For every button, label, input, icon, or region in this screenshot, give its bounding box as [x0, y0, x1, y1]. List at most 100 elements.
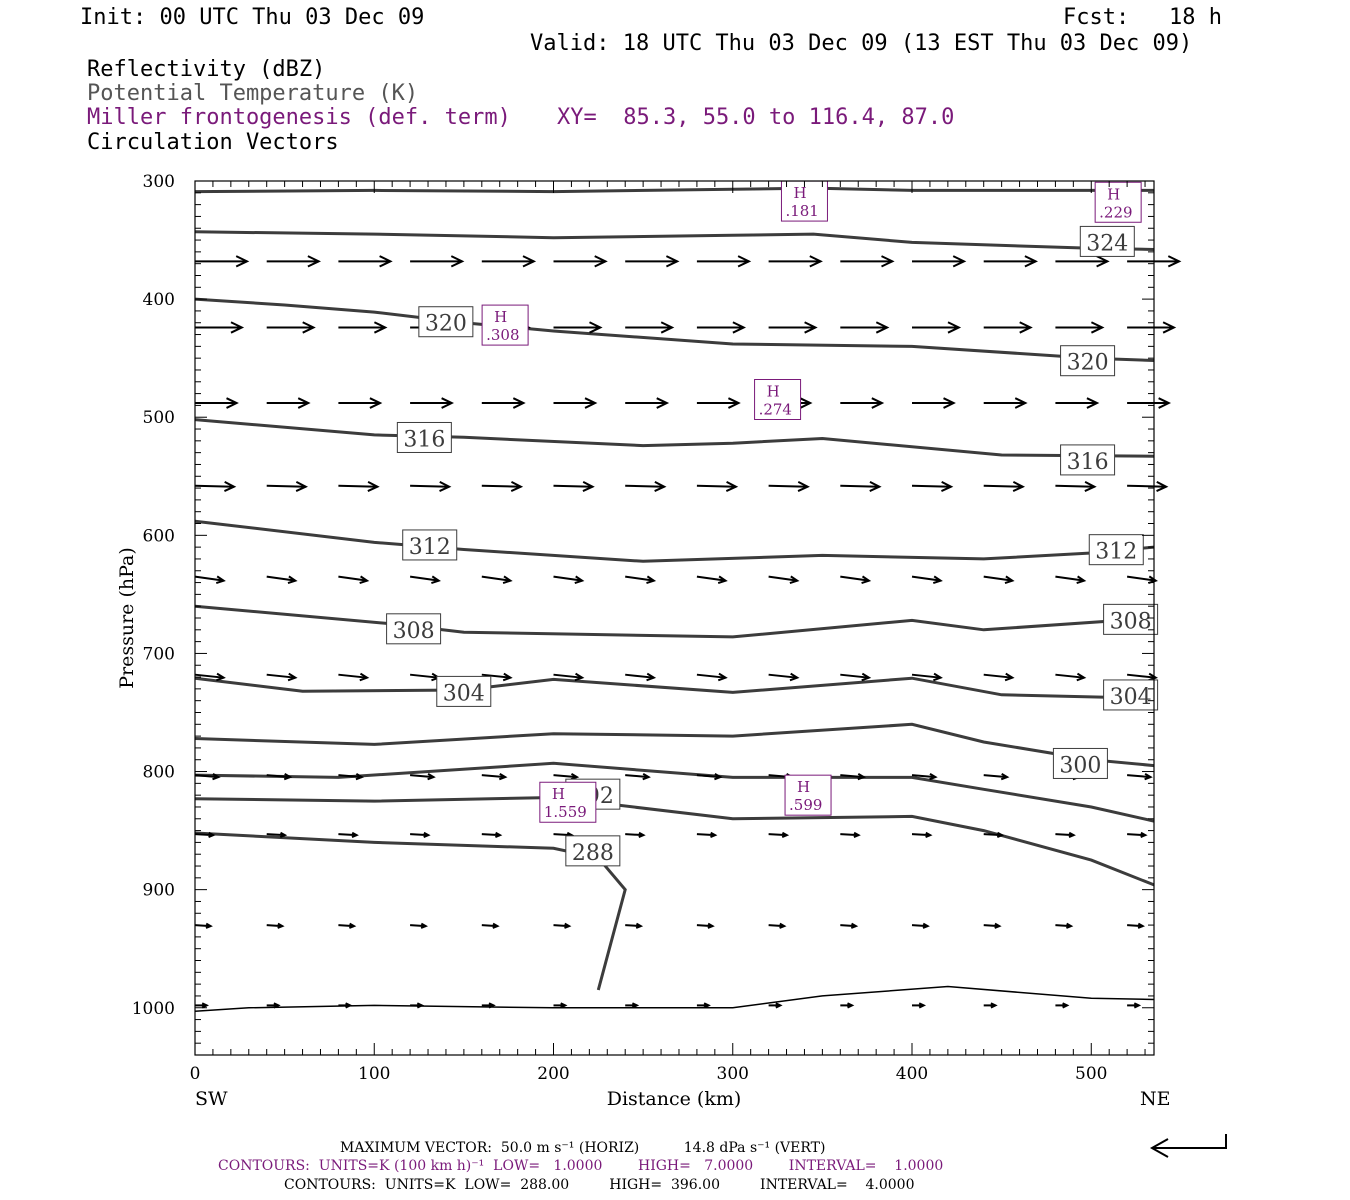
vector-shaft: [553, 774, 577, 779]
contour-label-box: [396, 421, 452, 453]
vector-shaft: [625, 575, 654, 582]
vector-head: [1096, 255, 1110, 268]
vector-arrow: [338, 481, 380, 492]
vector-head: [492, 922, 500, 929]
vector-arrow: [1127, 481, 1169, 492]
x-tick-label: 0: [190, 1064, 201, 1084]
vector-head: [1162, 321, 1177, 334]
vector-shaft: [481, 673, 511, 679]
vector-arrow: [481, 481, 524, 492]
vector-shaft: [481, 833, 501, 837]
vector-shaft: [983, 833, 1002, 837]
x-end-label-sw: SW: [195, 1088, 228, 1110]
maximum-marker: H: [494, 308, 507, 326]
vector-arrow: [553, 481, 595, 492]
vector-arrow: [194, 481, 237, 492]
vector-arrow: [911, 773, 938, 781]
vector-arrow: [768, 1002, 783, 1009]
vector-arrow: [410, 1002, 425, 1009]
vector-head: [1014, 397, 1028, 409]
theta-contour: [194, 604, 1155, 639]
vector-head: [775, 1002, 783, 1009]
contour-label: 300: [1052, 747, 1108, 779]
maximum-box: [754, 379, 802, 420]
vector-arrow: [338, 922, 357, 929]
vector-arrow: [696, 397, 741, 409]
vector-head: [1076, 672, 1087, 682]
vector-head: [297, 397, 311, 409]
field-theta: Potential Temperature (K): [87, 81, 419, 106]
vector-arrow: [625, 672, 657, 682]
vector-head: [656, 397, 670, 409]
vector-head: [850, 922, 859, 929]
vector-arrow: [481, 922, 500, 929]
vector-arrow: [266, 481, 308, 492]
vector-shaft: [625, 484, 665, 488]
vector-head: [717, 672, 728, 682]
contour-label-text: 320: [1067, 351, 1109, 376]
vector-arrow: [481, 831, 503, 838]
frontogenesis-maximum: H.599: [784, 774, 832, 816]
contour-labels: 3243203203163163123123083083043043002922…: [386, 225, 1159, 867]
vector-head: [420, 922, 428, 929]
vector-arrow: [911, 481, 954, 492]
vector-arrow: [410, 922, 428, 929]
vector-arrow: [1127, 321, 1177, 334]
contour-label-box: [565, 835, 621, 867]
contour-label: 316: [1060, 444, 1116, 476]
vector-head: [1066, 922, 1074, 929]
vector-arrow: [840, 575, 872, 584]
maximum-marker: H: [797, 778, 810, 796]
vector-arrow: [481, 255, 537, 268]
vector-shaft: [696, 924, 713, 928]
vector-head: [379, 255, 393, 268]
vector-head: [416, 1002, 425, 1009]
vector-head: [201, 1002, 209, 1009]
vector-head: [853, 831, 861, 838]
vector-arrow: [1055, 1002, 1070, 1009]
vector-arrow: [912, 321, 962, 334]
vector-arrow: [625, 922, 644, 929]
vector-head: [502, 575, 513, 584]
contour-label-box: [386, 613, 442, 645]
vector-shaft: [194, 673, 224, 679]
y-tick-label: 300: [143, 172, 175, 192]
vector-head: [367, 481, 380, 492]
vector-arrow: [696, 672, 728, 682]
vector-arrow: [266, 1002, 281, 1009]
maximum-value: .274: [759, 401, 792, 419]
vector-arrow: [696, 255, 752, 268]
theta-contours: [194, 186, 1155, 991]
x-tick-label: 400: [896, 1064, 928, 1084]
vector-head: [646, 672, 657, 682]
vector-head: [1167, 255, 1182, 268]
field-vectors: Circulation Vectors: [87, 130, 339, 155]
vector-head: [1148, 672, 1158, 682]
maximum-marker: H: [767, 383, 780, 401]
vector-arrow: [1127, 922, 1146, 929]
vector-arrow: [338, 672, 370, 682]
vector-head: [703, 1002, 711, 1009]
vector-arrow: [266, 255, 322, 268]
vector-head: [208, 831, 216, 838]
vector-arrow: [481, 1002, 496, 1009]
vector-head: [441, 397, 455, 409]
vector-arrow: [625, 397, 670, 409]
contour-label-box: [1079, 225, 1135, 257]
vector-head: [717, 575, 728, 584]
contour-label-text: 288: [572, 841, 614, 866]
vector-head: [947, 321, 962, 334]
vector-arrow: [625, 773, 651, 781]
vector-shaft: [410, 484, 450, 488]
vector-shaft: [1055, 484, 1095, 488]
maximum-value: .229: [1099, 203, 1132, 221]
contour-label-box: [1060, 345, 1116, 377]
vector-head: [522, 255, 537, 268]
vector-arrow: [1055, 575, 1087, 584]
vector-arrow: [911, 831, 933, 838]
vector-shaft: [194, 575, 224, 582]
vector-arrow: [409, 672, 441, 682]
vector-shaft: [338, 924, 355, 928]
vector-arrow: [768, 321, 818, 334]
vector-arrow: [338, 773, 365, 781]
